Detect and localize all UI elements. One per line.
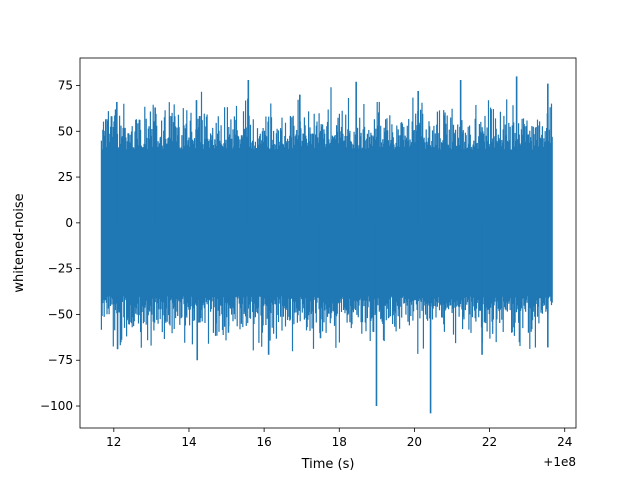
x-axis-label: Time (s): [301, 457, 355, 472]
x-tick-label: 14: [181, 435, 196, 449]
series-spikes: [100, 87, 553, 354]
y-tick-label: −100: [40, 399, 73, 413]
x-axis: 12 14 16 18 20 22 24: [106, 428, 572, 449]
x-tick-label: 20: [407, 435, 422, 449]
y-tick-label: 75: [58, 78, 73, 92]
y-tick-label: −50: [48, 307, 73, 321]
y-tick-label: 25: [58, 170, 73, 184]
y-axis: 75 50 25 0 −25 −50 −75 −100: [40, 78, 80, 413]
series-line: [100, 76, 553, 414]
x-tick-label: 22: [482, 435, 497, 449]
y-tick-label: −25: [48, 262, 73, 276]
x-tick-label: 24: [557, 435, 572, 449]
y-tick-label: −75: [48, 353, 73, 367]
x-tick-label: 18: [332, 435, 347, 449]
y-tick-label: 50: [58, 124, 73, 138]
plot-area: [100, 76, 553, 414]
x-tick-label: 16: [256, 435, 271, 449]
y-axis-label: whitened-noise: [12, 193, 27, 292]
y-tick-label: 0: [65, 216, 73, 230]
x-tick-label: 12: [106, 435, 121, 449]
axes-frame: [79, 57, 577, 429]
x-offset-label: +1e8: [543, 455, 576, 469]
